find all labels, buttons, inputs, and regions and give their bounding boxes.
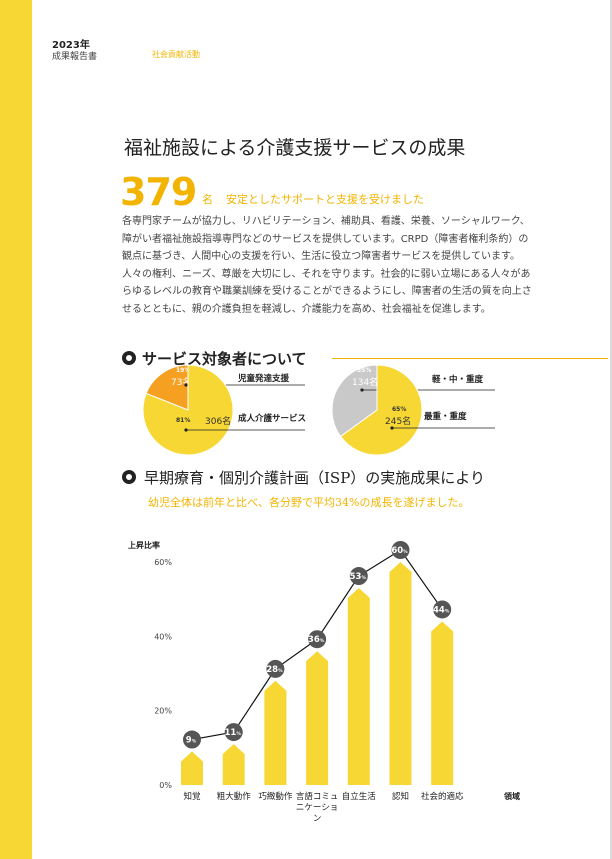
data-label: 53%	[350, 572, 367, 582]
leader-dot	[184, 428, 188, 432]
section-subtitle: 幼児全体は前年と比べ、各分野で平均34%の成長を遂げました。	[148, 496, 470, 509]
data-value-suffix: %	[445, 608, 450, 614]
value-marker	[308, 630, 327, 649]
value-marker	[433, 600, 452, 619]
pie-category-label: 児童発達支援	[237, 373, 290, 384]
section-heading-targets: サービス対象者について	[122, 347, 608, 369]
pie-category-label: 成人介護サービス	[238, 413, 306, 424]
x-tick-label: 自立生活	[342, 791, 377, 802]
pie-slice	[339, 364, 423, 456]
x-axis-label: 領域	[503, 791, 520, 801]
x-tick-label: 社会的適応	[421, 791, 464, 802]
highlight-caption: 安定としたサポートと支援を受けました	[226, 193, 424, 206]
value-marker	[349, 567, 368, 586]
data-value-suffix: %	[403, 549, 408, 555]
y-axis-label: 上昇比率	[128, 540, 160, 550]
data-value-suffix: %	[320, 638, 325, 644]
pie-category-label: 最重・重度	[424, 411, 467, 422]
section-heading-results: 早期療育・個別介護計画（ISP）の実施成果により	[122, 466, 602, 490]
y-tick-label: 60%	[154, 558, 172, 567]
y-tick-label: 20%	[154, 707, 172, 716]
pie-count-label: 306名	[205, 415, 231, 427]
highlight-unit: 名	[202, 193, 213, 206]
data-label: 28%	[266, 665, 283, 675]
bar	[431, 621, 454, 785]
x-tick-label: 巧緻動作	[258, 791, 293, 802]
section-rule	[332, 358, 608, 359]
value-marker	[183, 730, 201, 749]
data-value: 28	[266, 665, 278, 675]
data-label: 11%	[225, 728, 242, 738]
left-accent-bar	[0, 0, 32, 859]
data-value-suffix: %	[236, 731, 241, 737]
x-tick-label: 粗大動作	[217, 791, 252, 802]
value-marker	[266, 659, 285, 678]
x-tick-label: 認知	[392, 791, 409, 802]
pie-count-label: 73名	[171, 376, 191, 388]
bar	[389, 562, 412, 785]
data-label: 36%	[308, 635, 325, 645]
data-value: 44	[433, 605, 445, 615]
x-tick-label: 知覚	[183, 791, 201, 802]
highlight-number: 379	[120, 170, 197, 214]
pie-category-label: 軽・中・重度	[432, 374, 484, 385]
pie-slice	[145, 364, 189, 411]
body-paragraph: 各専門家チームが協力し、リハビリテーション、補助具、看護、栄養、ソーシャルワーク…	[122, 216, 532, 315]
data-label: 60%	[391, 546, 408, 556]
data-value-suffix: %	[192, 739, 197, 745]
y-tick-label: 40%	[154, 632, 172, 641]
data-value: 60	[391, 546, 403, 556]
section-title: サービス対象者について	[142, 350, 307, 368]
x-tick-label-line2: ニケーショ	[296, 803, 338, 813]
section-title: 早期療育・個別介護計画（ISP）の実施成果により	[144, 469, 485, 487]
x-tick-label: 言語コミュ	[296, 791, 339, 802]
value-marker	[391, 541, 410, 559]
data-value: 9	[186, 736, 192, 746]
page-title: 福祉施設による介護支援サービスの成果	[124, 137, 466, 159]
header-section: 社会貢献活動	[152, 50, 200, 59]
bar	[347, 588, 370, 785]
leader-dot	[390, 426, 394, 430]
leader-dot	[184, 383, 188, 387]
x-tick-label-line3: ン	[313, 814, 322, 824]
page-edge	[610, 0, 612, 859]
data-label: 9%	[186, 736, 197, 746]
ring-bullet-icon	[122, 470, 136, 484]
pie-count-label: 134名	[352, 376, 378, 388]
ring-bullet-icon	[122, 351, 136, 365]
data-label: 44%	[433, 605, 450, 615]
bar	[306, 651, 329, 785]
data-value-suffix: %	[278, 668, 283, 674]
data-value: 53	[350, 572, 362, 582]
pie-percent-label: 65%	[392, 406, 406, 413]
leader-dot	[360, 388, 364, 392]
trend-line	[191, 549, 443, 741]
header-year: 2023年	[52, 40, 90, 51]
value-marker	[224, 723, 243, 742]
bar	[222, 744, 245, 785]
data-value-suffix: %	[361, 575, 366, 581]
pie-percent-label: 81%	[176, 417, 190, 424]
y-tick-label: 0%	[159, 781, 172, 790]
pie-count-label: 245名	[385, 415, 411, 427]
pie-slice	[331, 364, 378, 438]
pie-slice	[142, 364, 234, 456]
bar	[264, 680, 287, 785]
data-value: 36	[308, 635, 320, 645]
bar	[181, 751, 203, 785]
data-value: 11	[225, 728, 237, 738]
header-report: 成果報告書	[52, 52, 98, 62]
